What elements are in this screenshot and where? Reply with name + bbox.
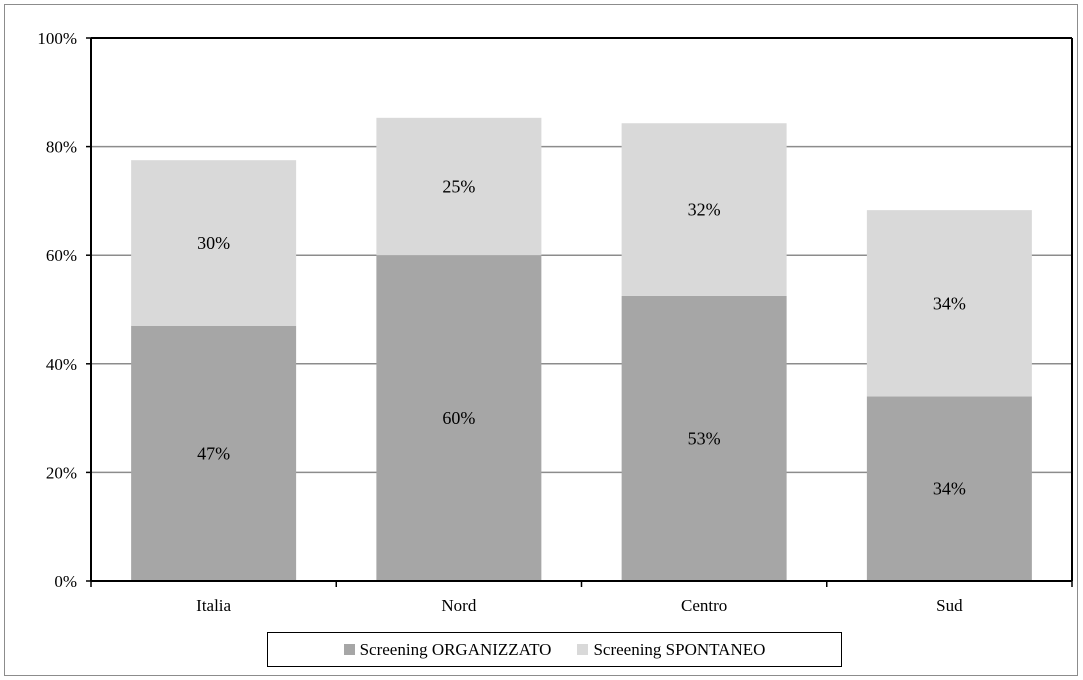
- axes: [86, 37, 1073, 587]
- legend-item-organizzato: Screening ORGANIZZATO: [343, 639, 552, 660]
- bar-italia-spontaneo: [131, 160, 297, 326]
- y-tick-label: 100%: [37, 29, 77, 48]
- legend: Screening ORGANIZZATO Screening SPONTANE…: [267, 632, 842, 667]
- bar-centro-spontaneo: [621, 123, 787, 296]
- data-label: 30%: [197, 233, 230, 253]
- bar-centro-organizzato: [621, 295, 787, 581]
- data-label: 34%: [933, 479, 966, 499]
- y-tick-label: 20%: [46, 463, 77, 482]
- bar-nord-spontaneo: [376, 117, 542, 256]
- data-label: 60%: [442, 408, 475, 428]
- y-tick-label: 0%: [54, 572, 77, 591]
- legend-swatch-organizzato: [343, 644, 355, 655]
- bar-sud-spontaneo: [866, 210, 1032, 397]
- bars: [131, 117, 1032, 581]
- data-label: 53%: [688, 428, 721, 448]
- data-label: 32%: [688, 200, 721, 220]
- x-tick-label: Italia: [196, 596, 231, 615]
- legend-label-spontaneo: Screening SPONTANEO: [593, 639, 766, 659]
- y-tick-label: 40%: [46, 355, 77, 374]
- x-tick-label: Nord: [441, 596, 476, 615]
- data-label: 34%: [933, 293, 966, 313]
- legend-label-organizzato: Screening ORGANIZZATO: [359, 639, 552, 659]
- bar-nord-organizzato: [376, 255, 542, 581]
- legend-swatch-spontaneo: [577, 644, 589, 655]
- data-labels: 47% 30% 60% 25% 53% 32% 34% 34%: [197, 177, 966, 499]
- chart-frame: [4, 4, 1078, 676]
- bar-italia-organizzato: [131, 325, 297, 581]
- y-tick-label: 60%: [46, 246, 77, 265]
- bar-sud-organizzato: [866, 396, 1032, 581]
- y-tick-label: 80%: [46, 138, 77, 157]
- x-tick-label: Centro: [681, 596, 727, 615]
- data-label: 25%: [442, 177, 475, 197]
- data-label: 47%: [197, 443, 230, 463]
- x-tick-label: Sud: [936, 596, 963, 615]
- legend-item-spontaneo: Screening SPONTANEO: [577, 640, 765, 660]
- tick-labels: 0% 20% 40% 60% 80% 100% Italia Nord Centro Sud: [37, 29, 963, 615]
